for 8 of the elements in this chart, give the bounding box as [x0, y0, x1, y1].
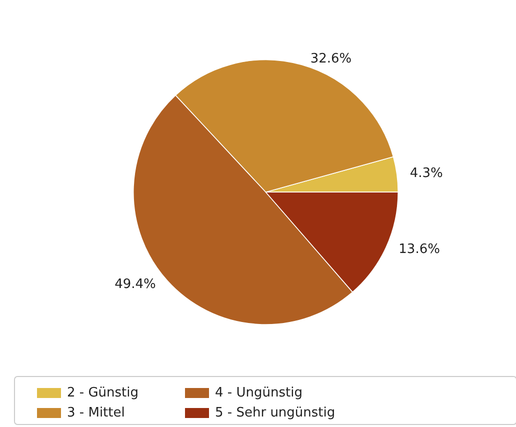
data-label: 13.6%: [398, 242, 440, 258]
legend-label: 5 - Sehr ungünstig: [215, 406, 336, 420]
legend-label: 2 - Günstig: [67, 386, 139, 400]
data-label: 4.3%: [410, 166, 443, 181]
data-label: 32.6%: [310, 51, 352, 66]
legend-label: 4 - Ungünstig: [215, 386, 302, 400]
data-label: 49.4%: [114, 277, 156, 292]
legend-label: 3 - Mittel: [67, 406, 125, 420]
